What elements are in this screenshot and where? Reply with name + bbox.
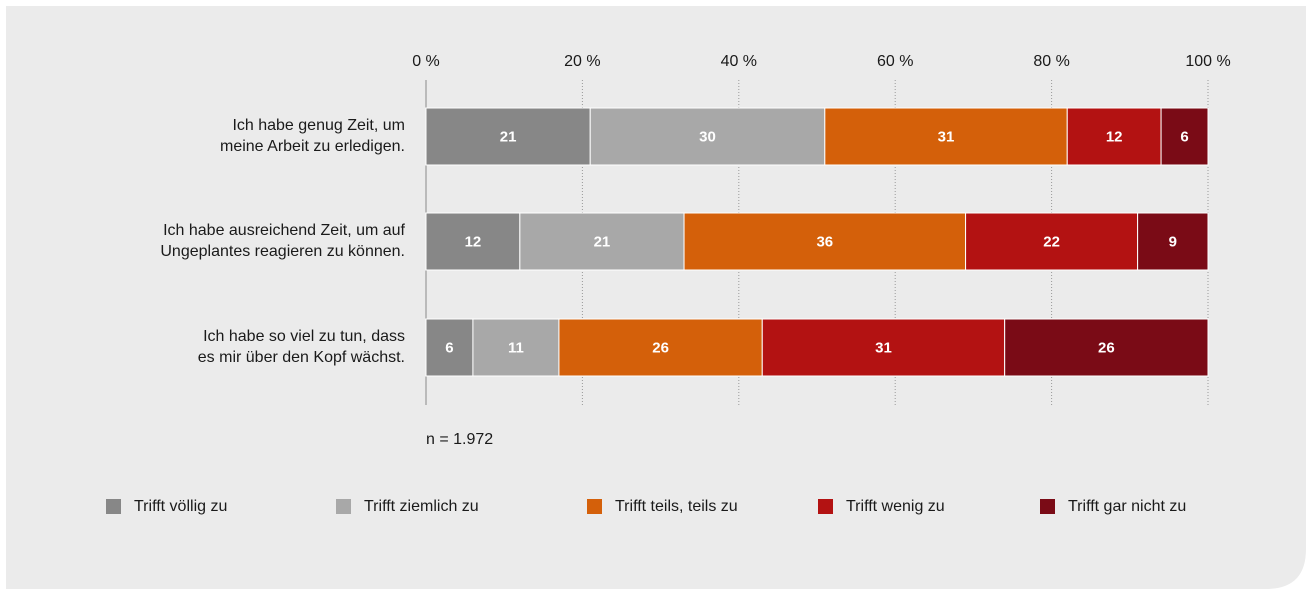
value-label: 31 — [875, 339, 892, 356]
value-label: 22 — [1043, 233, 1060, 250]
value-label: 21 — [500, 128, 517, 145]
legend-label: Trifft wenig zu — [846, 498, 945, 515]
bar-segment — [824, 107, 1068, 166]
legend-label: Trifft völlig zu — [134, 498, 227, 515]
bar-segment — [589, 107, 826, 166]
value-label: 12 — [1106, 128, 1123, 145]
category-label: Ich habe so viel zu tun, dass — [203, 328, 405, 345]
x-tick-label: 100 % — [1185, 53, 1230, 70]
bar-segment — [472, 318, 560, 377]
value-label: 6 — [445, 339, 453, 356]
category-label: Ungeplantes reagieren zu können. — [160, 243, 405, 260]
category-label: meine Arbeit zu erledigen. — [220, 138, 405, 155]
value-label: 6 — [1180, 128, 1188, 145]
value-label: 31 — [938, 128, 955, 145]
bar-segment — [1137, 212, 1209, 271]
bar-segment — [1160, 107, 1209, 166]
x-tick-label: 40 % — [721, 53, 757, 70]
value-label: 26 — [652, 339, 669, 356]
value-label: 12 — [465, 233, 482, 250]
x-tick-label: 80 % — [1033, 53, 1069, 70]
annotation: n = 1.972 — [426, 431, 493, 448]
value-label: 21 — [594, 233, 611, 250]
legend-label: Trifft teils, teils zu — [615, 498, 738, 515]
bar-segment — [425, 318, 474, 377]
category-label: Ich habe genug Zeit, um — [232, 117, 405, 134]
legend-swatch — [587, 499, 602, 514]
value-label: 36 — [816, 233, 833, 250]
legend-swatch — [818, 499, 833, 514]
bar-segment — [761, 318, 1006, 377]
bar-segment — [683, 212, 967, 271]
category-label: Ich habe ausreichend Zeit, um auf — [163, 222, 405, 239]
legend-label: Trifft ziemlich zu — [364, 498, 479, 515]
legend-swatch — [336, 499, 351, 514]
value-label: 26 — [1098, 339, 1115, 356]
x-tick-label: 20 % — [564, 53, 600, 70]
legend-label: Trifft gar nicht zu — [1068, 498, 1186, 515]
value-label: 11 — [508, 339, 524, 356]
category-label: es mir über den Kopf wächst. — [198, 349, 405, 366]
bar-segment — [425, 212, 521, 271]
bar-segment — [558, 318, 763, 377]
legend-swatch — [1040, 499, 1055, 514]
value-label: 30 — [699, 128, 716, 145]
value-label: 9 — [1169, 233, 1177, 250]
bar-segment — [1066, 107, 1162, 166]
legend-swatch — [106, 499, 121, 514]
bar-segment — [1004, 318, 1209, 377]
bar-segment — [519, 212, 685, 271]
x-tick-label: 0 % — [412, 53, 440, 70]
x-tick-label: 60 % — [877, 53, 913, 70]
